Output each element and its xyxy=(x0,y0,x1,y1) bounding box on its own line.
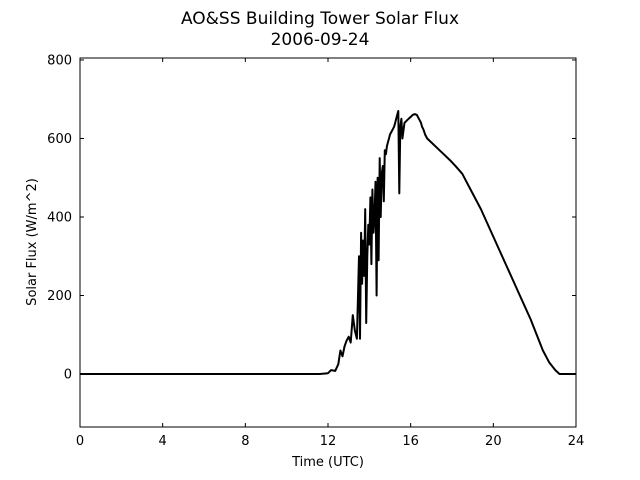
x-axis-label: Time (UTC) xyxy=(291,455,364,470)
axes-frame xyxy=(79,57,577,428)
x-tick-label: 0 xyxy=(76,434,84,449)
x-tick-label: 8 xyxy=(241,434,249,449)
y-axis-label: Solar Flux (W/m^2) xyxy=(25,178,40,306)
y-axis-ticks: 0 200 400 600 800 xyxy=(47,53,576,383)
x-tick-label: 20 xyxy=(485,434,502,449)
x-tick-label: 16 xyxy=(402,434,419,449)
y-tick-label: 0 xyxy=(64,368,72,383)
chart-subtitle: 2006-09-24 xyxy=(271,30,370,50)
x-tick-label: 4 xyxy=(159,434,167,449)
series-line xyxy=(80,110,576,375)
plot-area: 0 4 8 12 16 20 24 0 200 400 600 800 xyxy=(47,53,584,449)
y-tick-label: 600 xyxy=(47,132,72,147)
y-tick-label: 200 xyxy=(47,289,72,304)
y-tick-label: 400 xyxy=(47,210,72,225)
x-axis-ticks: 0 4 8 12 16 20 24 xyxy=(76,58,584,449)
x-tick-label: 12 xyxy=(320,434,337,449)
y-tick-label: 800 xyxy=(47,53,72,68)
x-tick-label: 24 xyxy=(568,434,585,449)
chart-title: AO&SS Building Tower Solar Flux xyxy=(181,9,459,29)
